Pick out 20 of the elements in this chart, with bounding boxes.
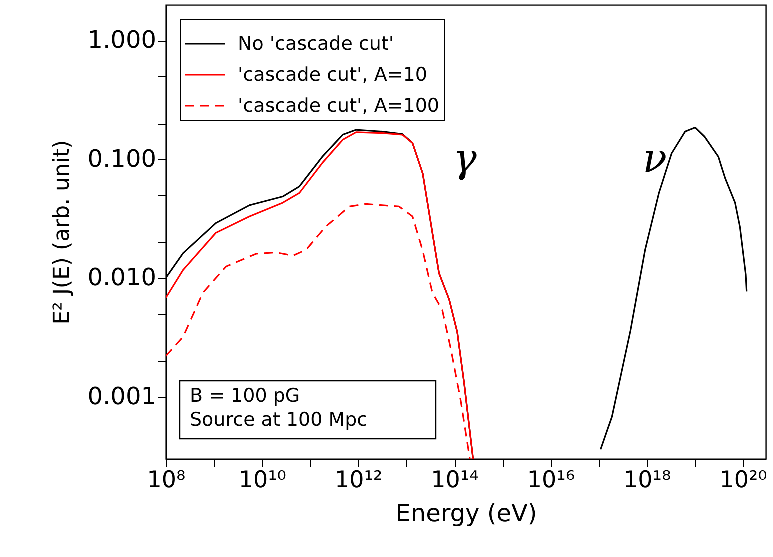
x-tick-label: 10¹² — [334, 468, 383, 494]
x-tick-label: 10¹⁴ — [431, 468, 479, 494]
y-tick-label: 1.000 — [88, 26, 156, 54]
x-tick-label: 10¹⁸ — [624, 468, 672, 494]
y-axis-title: E² J(E) (arb. unit) — [50, 140, 75, 325]
legend-label: 'cascade cut', A=100 — [238, 95, 440, 117]
y-tick-label: 0.010 — [88, 264, 156, 292]
annotation: Source at 100 Mpc — [190, 409, 368, 431]
legend-label: 'cascade cut', A=10 — [238, 64, 428, 86]
y-tick-label: 0.100 — [88, 144, 156, 173]
legend-label: No 'cascade cut' — [238, 33, 394, 55]
x-tick-label: 10¹⁰ — [238, 468, 287, 494]
y-tick-label: 0.001 — [88, 382, 156, 410]
x-tick-label: 10¹⁶ — [527, 468, 576, 494]
x-tick-label: 10⁸ — [147, 468, 186, 494]
x-axis-title: Energy (eV) — [396, 500, 538, 528]
annotation: γ — [453, 136, 478, 182]
annotation: ν — [642, 136, 668, 182]
annotation: B = 100 pG — [190, 385, 300, 407]
x-tick-label: 10²⁰ — [720, 468, 768, 494]
